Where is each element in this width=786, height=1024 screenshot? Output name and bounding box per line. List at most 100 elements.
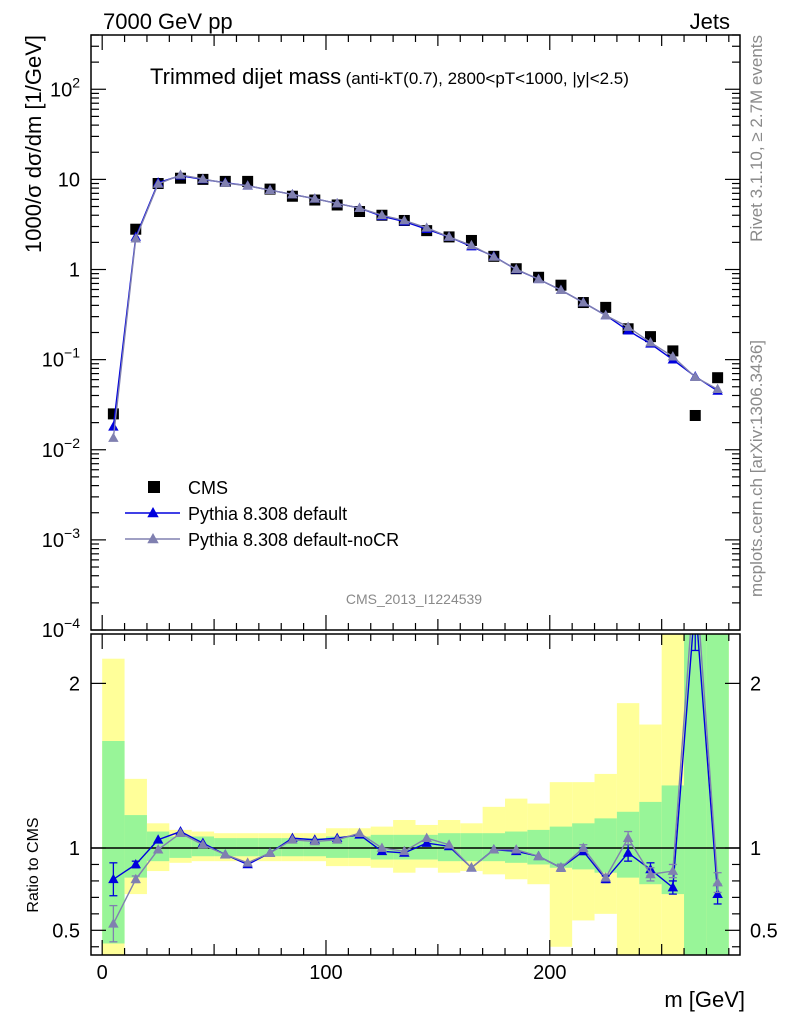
ratio-point-nocr (555, 862, 567, 872)
band-inner-bin (303, 838, 326, 857)
ratio-ytick-label-right: 0.5 (750, 920, 778, 942)
analysis-watermark: CMS_2013_I1224539 (346, 591, 482, 607)
ratio-point-nocr (175, 827, 186, 838)
ratio-point-nocr (287, 834, 298, 844)
series-point-nocr (712, 383, 723, 394)
chart-title: Trimmed dijet mass (anti-kT(0.7), 2800<p… (150, 64, 629, 89)
series-point-nocr (287, 188, 298, 199)
ratio-point-nocr (309, 835, 321, 846)
series-point-nocr (667, 351, 679, 361)
ratio-point-nocr (197, 839, 209, 849)
ratio-series (108, 563, 723, 943)
series-point-nocr (600, 309, 611, 320)
series-point-nocr (175, 169, 186, 179)
band-inner-bin (102, 741, 125, 944)
ratio-point-nocr (600, 872, 611, 882)
ratio-point-nocr (130, 873, 141, 884)
ratio-xtick-label: 0 (97, 962, 108, 984)
ratio-ytick-label: 2 (69, 673, 80, 695)
ratio-ytick-label-right: 1 (750, 838, 761, 860)
band-inner-bin (549, 826, 573, 868)
ratio-point-default (152, 834, 164, 844)
chart-title-detail: (anti-kT(0.7), 2800<pT<1000, |y|<2.5) (346, 69, 629, 88)
main-ytick-label: 10−2 (42, 435, 80, 462)
chart-title-main: Trimmed dijet mass (150, 64, 341, 89)
band-inner-bin (706, 634, 729, 955)
ratio-point-nocr (242, 857, 253, 867)
ratio-ytick-label-right: 2 (750, 673, 761, 695)
band-inner-bin (236, 838, 259, 857)
series-point-nocr (108, 432, 119, 442)
main-series (107, 169, 724, 442)
ratio-point-default (667, 882, 679, 892)
series-point-nocr (443, 231, 455, 241)
main-ytick-label: 102 (50, 74, 80, 101)
ratio-point-nocr (488, 844, 500, 854)
series-point-nocr (555, 284, 567, 295)
legend-triangle (147, 507, 159, 518)
cms-data-point (712, 372, 724, 384)
band-inner-bin (527, 829, 550, 865)
series-point-nocr (152, 178, 164, 188)
legend-triangle (147, 533, 159, 544)
ratio-point-nocr (533, 850, 544, 861)
ratio-ylabel: Ratio to CMS (25, 817, 42, 912)
series-point-default (108, 421, 119, 431)
legend-label: Pythia 8.308 default (188, 504, 347, 524)
ratio-point-nocr (712, 877, 723, 887)
series-point-nocr (466, 239, 477, 250)
cms-data-point (689, 409, 701, 421)
ratio-point-default (712, 888, 723, 898)
series-point-nocr (399, 214, 410, 225)
cms-data-point (644, 331, 656, 343)
cms-data-point (600, 301, 612, 313)
ratio-point-default (108, 873, 119, 884)
series-point-nocr (197, 173, 209, 183)
rivet-version-text: Rivet 3.1.10, ≥ 2.7M events (747, 35, 766, 242)
series-point-nocr (331, 198, 343, 208)
legend-label: Pythia 8.308 default-noCR (188, 530, 399, 550)
band-inner-bin (325, 836, 349, 858)
cms-data-point (107, 408, 119, 420)
ratio-point-nocr (220, 849, 231, 859)
ratio-point-nocr (578, 842, 589, 852)
header-right: Jets (690, 9, 730, 34)
ratio-ytick-label: 0.5 (52, 920, 80, 942)
ratio-point-nocr (399, 845, 410, 856)
cms-data-point (130, 223, 142, 235)
ratio-xtick-label: 200 (533, 962, 566, 984)
ratio-point-default (690, 596, 700, 605)
main-ytick-label: 10−3 (42, 525, 80, 552)
band-inner-bin (639, 801, 662, 885)
ratio-point-nocr (466, 862, 477, 872)
band-inner-bin (258, 838, 282, 857)
ratio-point-default (622, 847, 634, 857)
band-inner-bin (684, 634, 707, 955)
ratio-point-nocr (108, 918, 119, 928)
main-ytick-label: 1 (69, 260, 80, 282)
ratio-point-nocr (443, 839, 455, 849)
series-point-nocr (578, 297, 589, 307)
ratio-point-nocr (510, 844, 522, 854)
band-inner-bin (348, 836, 371, 858)
legend-cms-marker (148, 481, 160, 493)
series-point-nocr (510, 263, 522, 273)
series-point-nocr (645, 336, 656, 347)
cms-data-point (667, 345, 679, 357)
ratio-point-default (130, 858, 141, 869)
series-point-nocr (690, 371, 701, 381)
band-inner-bin (124, 815, 147, 878)
ratio-ytick-label: 1 (69, 838, 80, 860)
ratio-line-default (112, 634, 719, 895)
series-line-nocr (112, 174, 718, 439)
ratio-point-nocr (690, 563, 700, 572)
band-inner-bin (460, 833, 483, 862)
ratio-point-nocr (331, 834, 343, 844)
series-point-nocr (242, 180, 253, 190)
ratio-point-nocr (354, 827, 365, 838)
ratio-point-nocr (645, 868, 656, 879)
series-point-nocr (488, 251, 500, 261)
legend-label: CMS (188, 478, 228, 498)
series-point-nocr (533, 273, 544, 284)
